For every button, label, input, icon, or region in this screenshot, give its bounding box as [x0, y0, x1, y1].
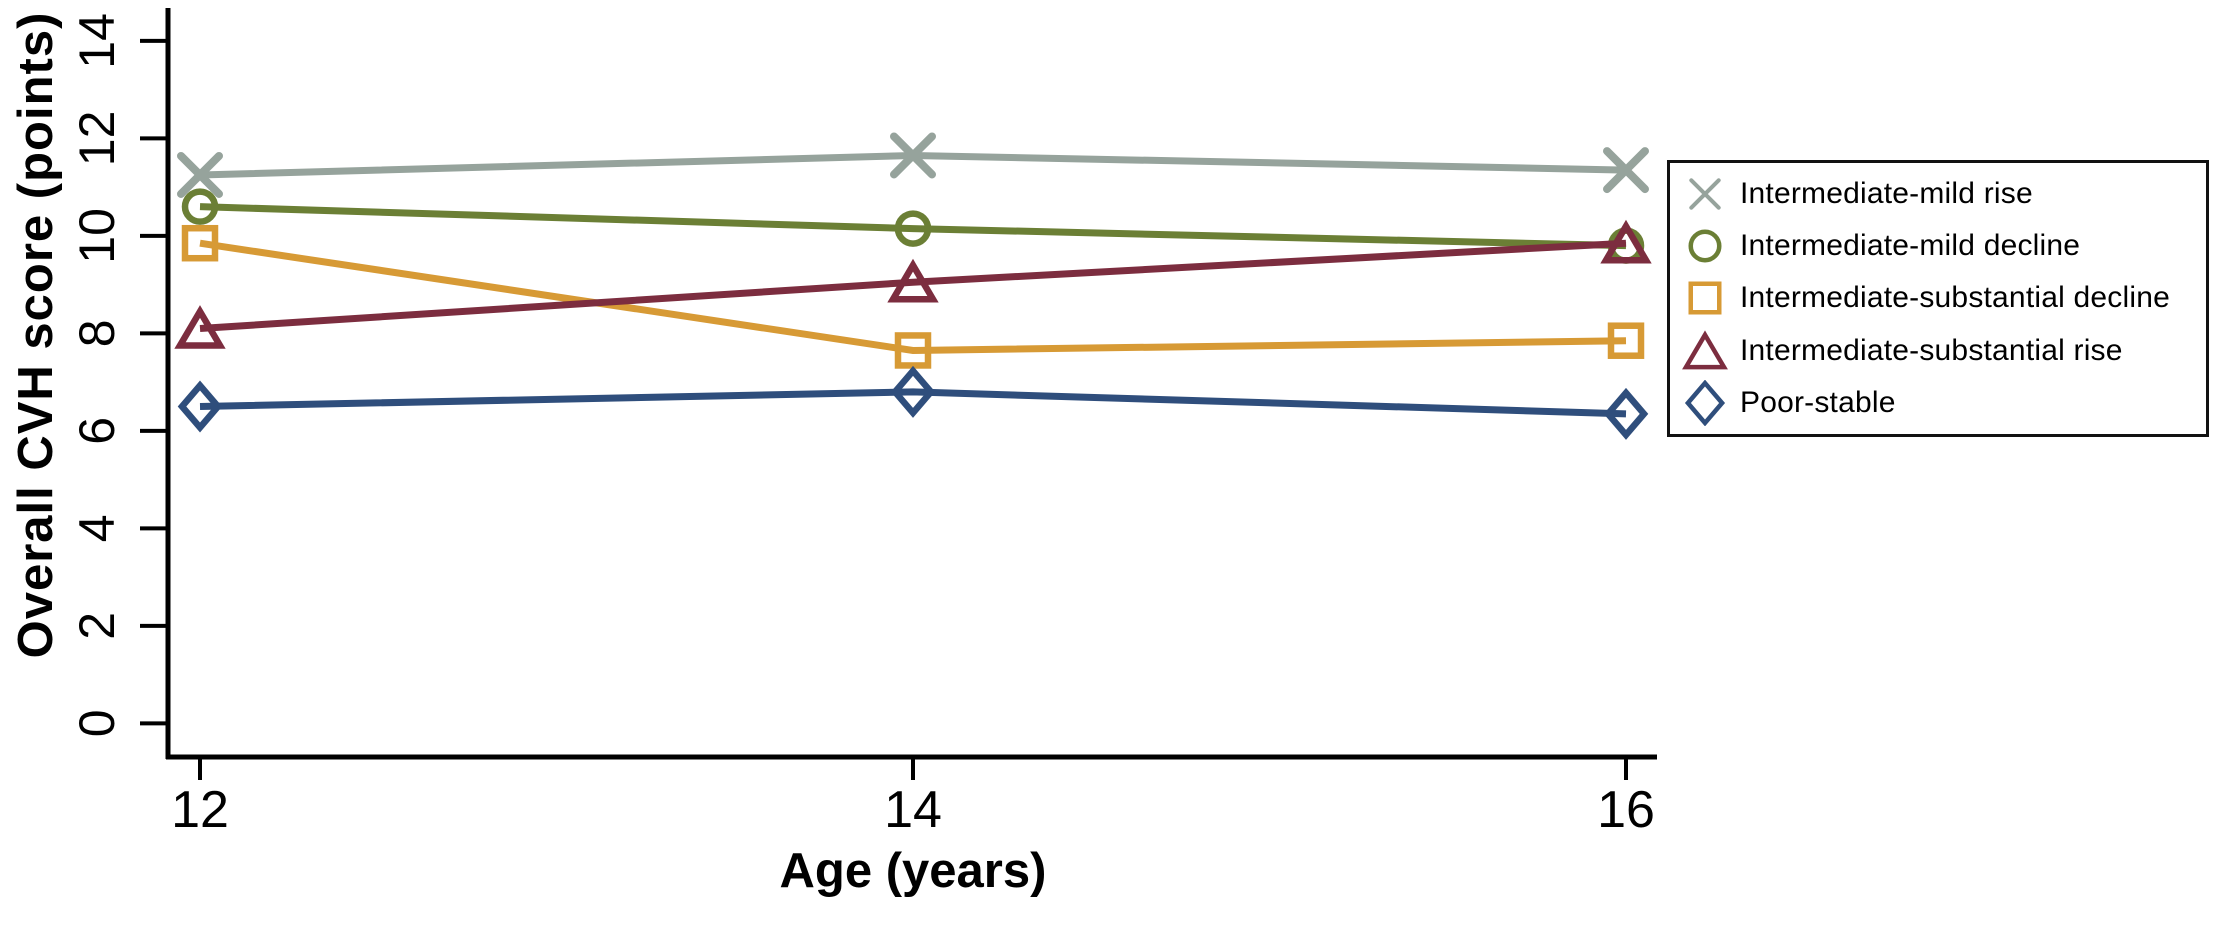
square-marker [1607, 322, 1645, 359]
triangle-marker [887, 258, 939, 303]
series-line [199, 239, 1627, 333]
triangle-marker [1682, 330, 1728, 370]
legend-label: Intermediate-mild decline [1740, 229, 2081, 263]
x-marker-icon [1682, 171, 1728, 217]
series-intermediate-mild-rise [177, 132, 1649, 198]
y-axis-ticks: 0 2 4 6 8 10 12 14 [69, 13, 168, 737]
triangle-marker [1600, 219, 1652, 264]
triangle-marker [174, 305, 226, 349]
legend-label: Intermediate-mild rise [1740, 177, 2033, 211]
series-line [199, 388, 1627, 418]
legend-label: Intermediate-substantial rise [1740, 333, 2123, 367]
x-tick-label: 12 [171, 781, 229, 839]
y-tick-label: 10 [69, 208, 125, 264]
series-line [199, 203, 1627, 250]
x-marker [1603, 147, 1649, 194]
legend-label: Intermediate-substantial decline [1740, 281, 2170, 315]
series-intermediate-substantial-rise [174, 219, 1652, 349]
triangle-marker-icon [1682, 328, 1728, 374]
y-tick-label: 0 [69, 709, 125, 737]
y-tick-label: 8 [69, 319, 125, 347]
x-marker [890, 132, 936, 179]
legend-item-intermediate-substantial-decline: Intermediate-substantial decline [1682, 273, 2206, 323]
x-tick-label: 16 [1597, 781, 1655, 839]
diamond-marker-icon [1682, 379, 1728, 426]
legend-item-intermediate-mild-rise: Intermediate-mild rise [1682, 169, 2206, 219]
circle-marker [1688, 229, 1722, 263]
y-tick-label: 12 [69, 111, 125, 167]
square-marker [181, 224, 219, 262]
square-marker [1688, 281, 1722, 315]
x-tick-label: 14 [884, 781, 942, 839]
circle-marker [894, 210, 932, 247]
series-poor-stable [177, 365, 1649, 440]
x-marker [177, 151, 223, 198]
diamond-marker [177, 380, 223, 433]
square-marker [894, 332, 932, 369]
square-marker-icon [1682, 275, 1728, 321]
circle-marker-icon [1682, 223, 1728, 269]
y-tick-label: 6 [69, 417, 125, 445]
legend-item-poor-stable: Poor-stable [1682, 378, 2206, 428]
series-intermediate-substantial-decline [181, 224, 1645, 369]
y-tick-label: 2 [69, 612, 125, 640]
y-tick-label: 4 [69, 514, 125, 542]
y-tick-label: 14 [69, 13, 125, 69]
x-axis-title: Age (years) [779, 844, 1047, 898]
diamond-marker [1684, 379, 1726, 426]
series-lines [174, 132, 1652, 440]
series-intermediate-mild-decline [181, 188, 1645, 264]
diamond-marker [890, 365, 936, 418]
diamond-marker [1603, 387, 1649, 440]
x-axis-ticks: 12 14 16 [171, 757, 1655, 839]
legend-item-intermediate-substantial-rise: Intermediate-substantial rise [1682, 326, 2206, 376]
legend: Intermediate-mild rise Intermediate-mild… [1667, 160, 2209, 437]
x-marker [1689, 178, 1721, 210]
axes [165, 8, 1657, 760]
series-line [199, 239, 1627, 354]
circle-marker [181, 188, 219, 225]
legend-label: Poor-stable [1740, 385, 1896, 419]
y-axis-title: Overall CVH score (points) [9, 11, 63, 659]
legend-item-intermediate-mild-decline: Intermediate-mild decline [1682, 221, 2206, 271]
